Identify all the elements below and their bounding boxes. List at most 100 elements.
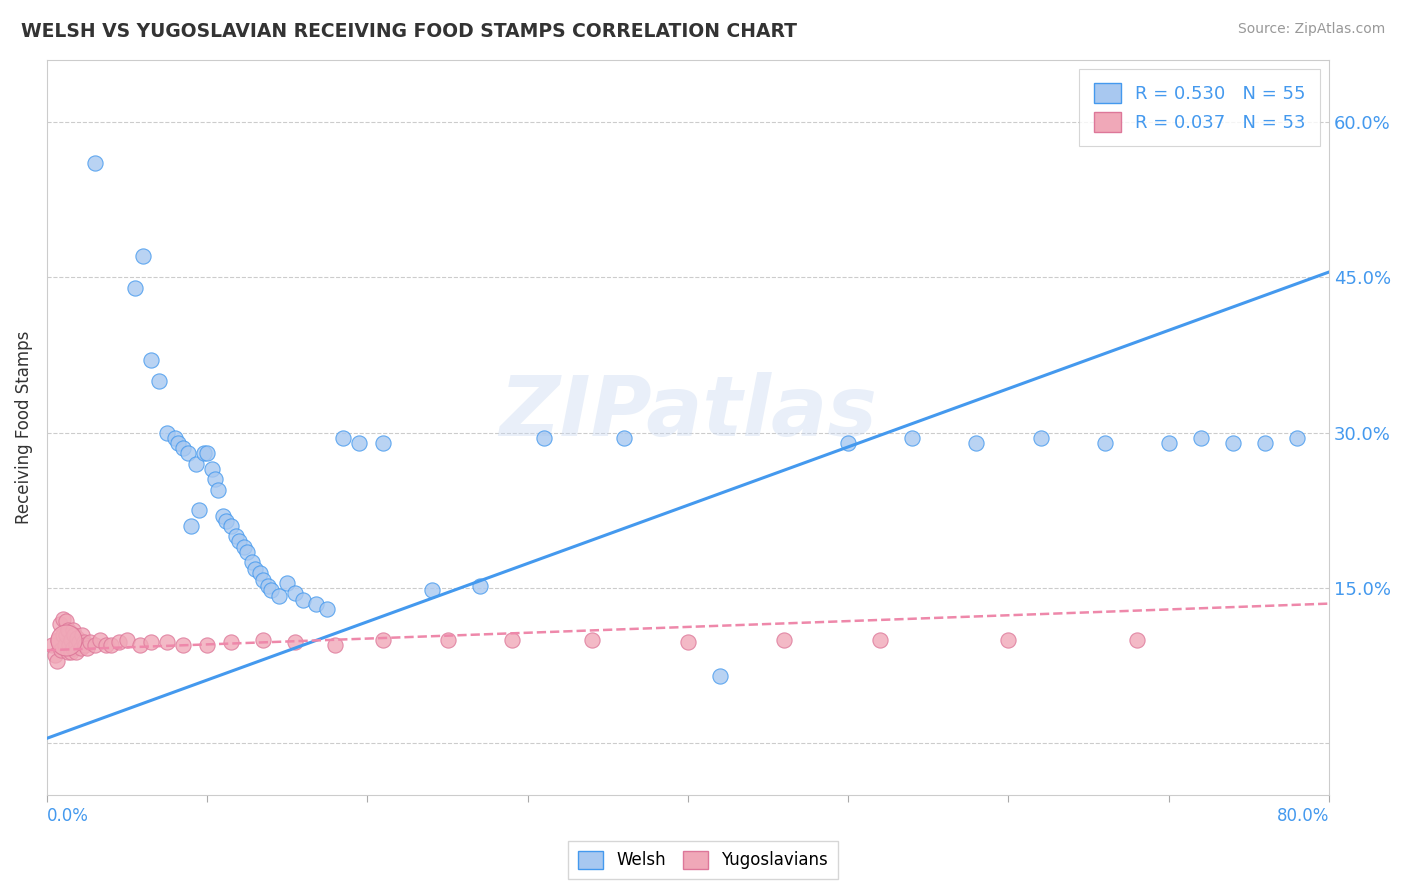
Point xyxy=(62,641,84,656)
Point xyxy=(195,446,218,460)
Point xyxy=(468,579,491,593)
Text: ZIPatlas: ZIPatlas xyxy=(499,372,877,453)
Point xyxy=(349,436,371,450)
Point xyxy=(212,508,235,523)
Point xyxy=(66,631,89,645)
Legend: Welsh, Yugoslavians: Welsh, Yugoslavians xyxy=(568,840,838,880)
Point xyxy=(46,632,69,647)
Point xyxy=(1094,436,1116,450)
Point xyxy=(284,635,307,649)
Point xyxy=(292,593,315,607)
Point xyxy=(195,638,218,652)
Legend: R = 0.530   N = 55, R = 0.037   N = 53: R = 0.530 N = 55, R = 0.037 N = 53 xyxy=(1078,69,1320,146)
Point xyxy=(533,431,555,445)
Point xyxy=(869,632,891,647)
Point xyxy=(65,645,87,659)
Point xyxy=(284,586,307,600)
Point xyxy=(219,635,242,649)
Point xyxy=(59,645,82,659)
Point xyxy=(41,638,63,652)
Point xyxy=(59,632,82,647)
Point xyxy=(89,632,111,647)
Point xyxy=(1157,436,1180,450)
Point xyxy=(420,583,443,598)
Point xyxy=(1285,431,1308,445)
Point xyxy=(177,446,200,460)
Point xyxy=(193,446,215,460)
Point xyxy=(1189,431,1212,445)
Point xyxy=(55,614,77,628)
Point xyxy=(501,632,523,647)
Point xyxy=(132,250,155,264)
Point xyxy=(252,632,274,647)
Point xyxy=(709,669,731,683)
Point xyxy=(260,583,283,598)
Point xyxy=(56,645,79,659)
Point xyxy=(245,562,267,576)
Point xyxy=(201,462,224,476)
Point xyxy=(156,425,179,440)
Text: WELSH VS YUGOSLAVIAN RECEIVING FOOD STAMPS CORRELATION CHART: WELSH VS YUGOSLAVIAN RECEIVING FOOD STAM… xyxy=(21,22,797,41)
Point xyxy=(1254,436,1277,450)
Point xyxy=(837,436,859,450)
Point xyxy=(76,641,98,656)
Point xyxy=(332,431,354,445)
Text: Source: ZipAtlas.com: Source: ZipAtlas.com xyxy=(1237,22,1385,37)
Point xyxy=(70,628,93,642)
Point xyxy=(204,472,226,486)
Point xyxy=(63,628,86,642)
Point xyxy=(84,156,107,170)
Point xyxy=(1029,431,1052,445)
Point xyxy=(62,623,84,637)
Point xyxy=(249,566,271,580)
Point xyxy=(148,374,170,388)
Point xyxy=(96,638,118,652)
Point xyxy=(75,638,97,652)
Point xyxy=(84,638,107,652)
Point xyxy=(613,431,636,445)
Point xyxy=(901,431,924,445)
Point xyxy=(997,632,1019,647)
Point xyxy=(581,632,603,647)
Point xyxy=(240,555,263,569)
Point xyxy=(180,519,202,533)
Y-axis label: Receiving Food Stamps: Receiving Food Stamps xyxy=(15,331,32,524)
Point xyxy=(124,280,146,294)
Point xyxy=(436,632,458,647)
Point xyxy=(53,638,76,652)
Point xyxy=(165,431,187,445)
Point xyxy=(167,436,190,450)
Point xyxy=(965,436,987,450)
Point xyxy=(65,638,87,652)
Point xyxy=(172,638,194,652)
Point xyxy=(115,632,138,647)
Point xyxy=(52,612,75,626)
Point xyxy=(773,632,796,647)
Point xyxy=(100,638,122,652)
Point xyxy=(139,353,162,368)
Point xyxy=(156,635,179,649)
Point xyxy=(276,575,298,590)
Point xyxy=(676,635,699,649)
Point xyxy=(305,597,328,611)
Point xyxy=(316,601,339,615)
Point xyxy=(188,503,211,517)
Point xyxy=(252,573,274,587)
Point xyxy=(73,635,96,649)
Point xyxy=(52,628,75,642)
Point xyxy=(69,641,91,656)
Point xyxy=(1125,632,1147,647)
Point xyxy=(225,529,247,543)
Point xyxy=(172,441,194,455)
Point xyxy=(373,632,395,647)
Point xyxy=(325,638,347,652)
Point xyxy=(51,643,73,657)
Point xyxy=(56,623,79,637)
Point xyxy=(139,635,162,649)
Text: 80.0%: 80.0% xyxy=(1277,807,1329,825)
Point xyxy=(45,654,67,668)
Text: 0.0%: 0.0% xyxy=(46,807,89,825)
Point xyxy=(44,648,66,663)
Point xyxy=(373,436,395,450)
Point xyxy=(207,483,229,497)
